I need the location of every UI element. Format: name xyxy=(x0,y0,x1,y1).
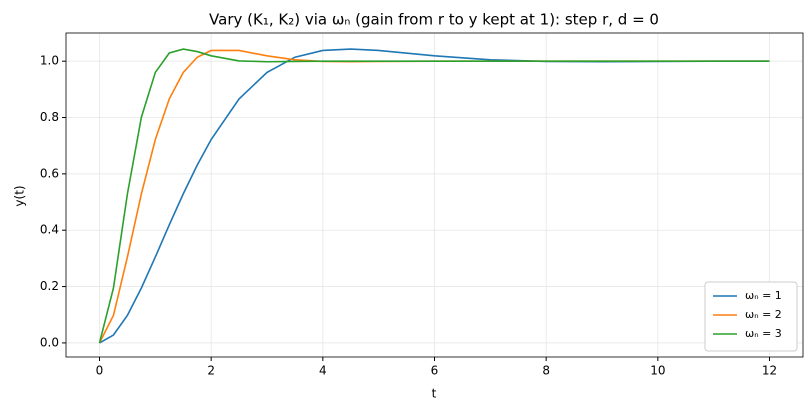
legend-text: ωₙ = 2 xyxy=(745,308,782,321)
legend-text: ωₙ = 3 xyxy=(745,327,782,340)
x-tick-label: 8 xyxy=(542,364,550,378)
x-axis-label: t xyxy=(432,387,437,401)
x-tick-label: 2 xyxy=(207,364,215,378)
y-tick-label: 0.0 xyxy=(40,335,59,349)
x-tick-label: 10 xyxy=(650,364,665,378)
y-tick-label: 0.6 xyxy=(40,166,59,180)
y-tick-label: 0.2 xyxy=(40,279,59,293)
line-series xyxy=(98,48,770,344)
legend-text: ωₙ = 1 xyxy=(745,289,782,302)
x-tick-label: 4 xyxy=(319,364,327,378)
x-tick-label: 6 xyxy=(431,364,439,378)
x-tick-label: 12 xyxy=(762,364,777,378)
x-tick-label: 0 xyxy=(96,364,104,378)
y-tick-label: 0.4 xyxy=(40,223,59,237)
y-tick-label: 1.0 xyxy=(40,54,59,68)
chart-title: Vary (K₁, K₂) via ωₙ (gain from r to y k… xyxy=(209,11,659,29)
plot-frame xyxy=(65,32,804,358)
y-axis-label: y(t) xyxy=(13,185,27,206)
y-tick-label: 0.8 xyxy=(40,110,59,124)
